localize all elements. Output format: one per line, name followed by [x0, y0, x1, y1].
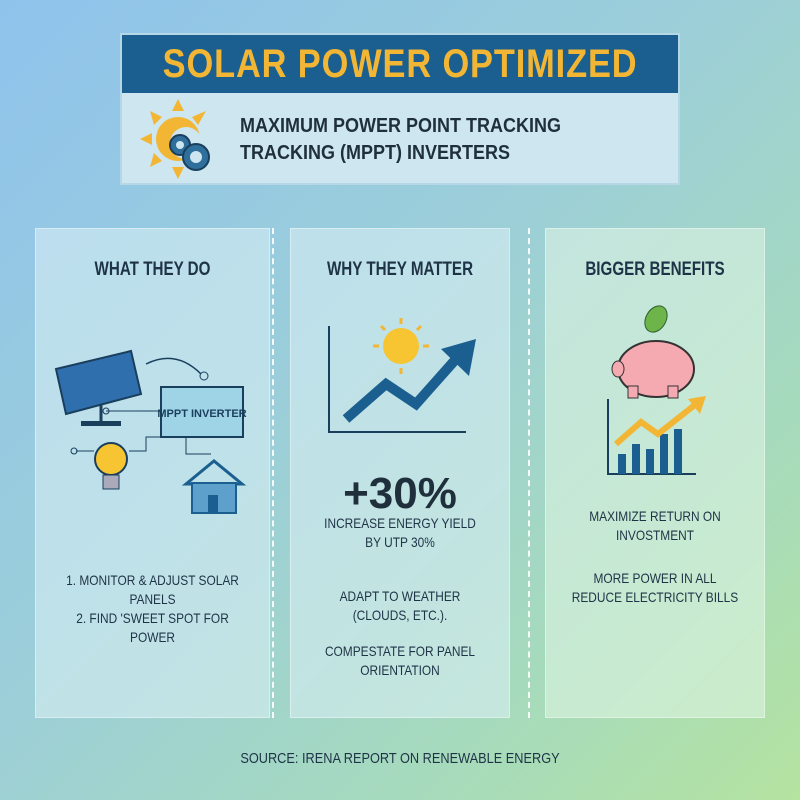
benefit-line: MAXIMIZE RETURN ON — [589, 508, 721, 524]
column-what-they-do: WHAT THEY DO MPPT INVERTER 1. MONITOR & … — [35, 228, 270, 718]
inverter-box — [160, 386, 244, 438]
step-1: 1. MONITOR & ADJUST SOLAR PANELS — [66, 572, 239, 607]
subtitle: MAXIMUM POWER POINT TRACKING TRACKING (MP… — [240, 113, 561, 167]
column-why-they-matter: WHY THEY MATTER +30% INCREASE ENERGY YIE… — [290, 228, 510, 718]
step-list: 1. MONITOR & ADJUST SOLAR PANELS 2. FIND … — [53, 571, 251, 647]
benefit-line: ORIENTATION — [360, 662, 440, 678]
column-heading: WHY THEY MATTER — [326, 259, 474, 280]
column-bigger-benefits: BIGGER BENEFITS MAXIMIZE RETURN ON INVOST… — [545, 228, 765, 718]
mppt-diagram: MPPT INVERTER — [54, 349, 247, 514]
benefit-line: ADAPT TO WEATHER — [339, 588, 461, 604]
benefit-line: (CLOUDS, ETC.). — [352, 607, 448, 623]
step-2: 2. FIND 'SWEET SPOT FOR POWER — [76, 610, 229, 645]
inverter-label: MPPT INVERTER — [157, 408, 246, 420]
sun-gear-icon — [140, 99, 210, 179]
header-panel: SOLAR POWER OPTIMIZED MAXIMUM POWER POIN… — [120, 33, 680, 185]
column-heading: WHAT THEY DO — [94, 259, 211, 280]
column-heading: BIGGER BENEFITS — [585, 259, 725, 280]
page-title: SOLAR POWER OPTIMIZED — [162, 41, 638, 86]
source-note: SOURCE: IRENA REPORT ON RENEWABLE ENERGY — [240, 750, 560, 767]
benefit-line: COMPESTATE FOR PANEL — [324, 643, 476, 659]
house-icon — [181, 459, 247, 514]
stat-value: +30% — [343, 469, 457, 518]
benefit-line: MORE POWER IN ALL — [593, 570, 717, 586]
benefit-line: INVOSTMENT — [615, 527, 695, 543]
subtitle-line-1: MAXIMUM POWER POINT TRACKING — [240, 115, 561, 137]
benefit-line: REDUCE ELECTRICITY BILLS — [571, 589, 739, 605]
solar-panel-icon — [54, 349, 143, 426]
lightbulb-icon — [94, 442, 128, 490]
divider — [528, 228, 530, 718]
divider — [272, 228, 274, 718]
growth-chart-icon — [328, 318, 476, 433]
piggy-bank-chart-icon — [607, 305, 706, 475]
subtitle-line-2: TRACKING (MPPT) INVERTERS — [240, 142, 510, 164]
title-bar: SOLAR POWER OPTIMIZED — [122, 35, 678, 93]
benefit-line: BY UTP 30% — [365, 534, 435, 550]
benefit-line: INCREASE ENERGY YIELD — [324, 515, 476, 531]
